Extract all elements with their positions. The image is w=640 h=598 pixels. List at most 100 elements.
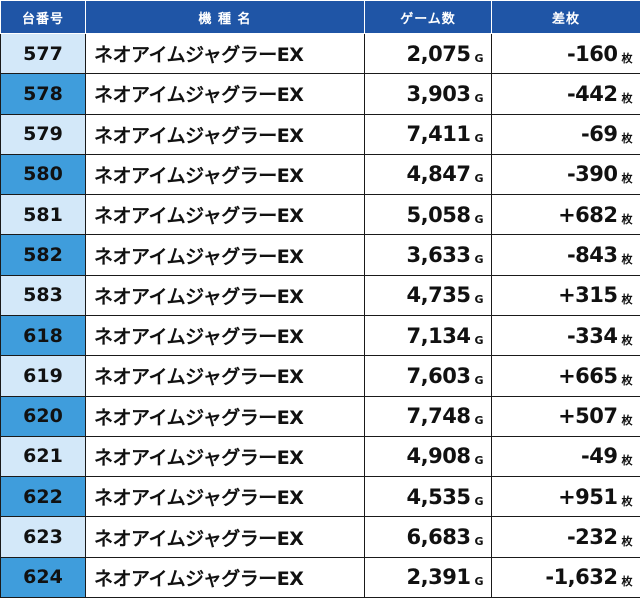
model-name-cell: ネオアイムジャグラーEX bbox=[85, 556, 365, 598]
difference-cell: -69 枚 bbox=[491, 113, 640, 155]
game-count-cell: 4,535 G bbox=[364, 476, 492, 518]
table-row: 621 ネオアイムジャグラーEX 4,908 G -49 枚 bbox=[0, 435, 640, 478]
table-row: 577 ネオアイムジャグラーEX 2,075 G -160 枚 bbox=[0, 32, 640, 75]
model-name-cell: ネオアイムジャグラーEX bbox=[85, 476, 365, 518]
model-name-cell: ネオアイムジャグラーEX bbox=[85, 234, 365, 276]
game-count-cell: 7,748 G bbox=[364, 395, 492, 437]
difference-value: -442 bbox=[566, 81, 618, 106]
game-count-value: 3,903 bbox=[406, 81, 471, 106]
machine-number-cell: 619 bbox=[0, 355, 86, 397]
machine-number-cell: 623 bbox=[0, 516, 86, 558]
game-count-cell: 5,058 G bbox=[364, 194, 492, 236]
difference-cell: +665 枚 bbox=[491, 355, 640, 397]
game-count-value: 7,411 bbox=[406, 122, 471, 147]
game-count-cell: 7,603 G bbox=[364, 355, 492, 397]
difference-cell: -160 枚 bbox=[491, 32, 640, 75]
model-name-cell: ネオアイムジャグラーEX bbox=[85, 153, 365, 196]
difference-value: +951 bbox=[558, 484, 618, 509]
difference-value: -1,632 bbox=[545, 565, 618, 590]
difference-value: -232 bbox=[566, 525, 618, 550]
difference-unit-label: 枚 bbox=[621, 253, 633, 267]
game-count-cell: 4,908 G bbox=[364, 435, 492, 478]
game-count-value: 2,075 bbox=[406, 41, 471, 66]
difference-unit-label: 枚 bbox=[621, 535, 633, 549]
header-row: 台番号 機 種 名 ゲーム数 差枚 bbox=[0, 0, 640, 34]
difference-unit-label: 枚 bbox=[621, 575, 633, 589]
game-count-cell: 7,134 G bbox=[364, 314, 492, 357]
game-count-value: 2,391 bbox=[406, 565, 471, 590]
table-row: 582 ネオアイムジャグラーEX 3,633 G -843 枚 bbox=[0, 234, 640, 276]
game-unit-label: G bbox=[474, 212, 483, 226]
difference-value: -843 bbox=[566, 243, 618, 268]
game-count-cell: 6,683 G bbox=[364, 516, 492, 558]
machine-number-cell: 621 bbox=[0, 435, 86, 478]
machine-number-cell: 583 bbox=[0, 274, 86, 316]
table-row: 619 ネオアイムジャグラーEX 7,603 G +665 枚 bbox=[0, 355, 640, 397]
table-row: 620 ネオアイムジャグラーEX 7,748 G +507 枚 bbox=[0, 395, 640, 437]
difference-unit-label: 枚 bbox=[621, 293, 633, 307]
difference-value: +665 bbox=[558, 363, 618, 388]
difference-unit-label: 枚 bbox=[621, 132, 633, 146]
machine-number-cell: 582 bbox=[0, 234, 86, 276]
table-row: 623 ネオアイムジャグラーEX 6,683 G -232 枚 bbox=[0, 516, 640, 558]
game-count-cell: 4,847 G bbox=[364, 153, 492, 196]
game-count-cell: 3,903 G bbox=[364, 73, 492, 115]
game-count-value: 4,908 bbox=[406, 444, 471, 469]
table-row: 578 ネオアイムジャグラーEX 3,903 G -442 枚 bbox=[0, 73, 640, 115]
table-row: 580 ネオアイムジャグラーEX 4,847 G -390 枚 bbox=[0, 153, 640, 196]
table-row: 583 ネオアイムジャグラーEX 4,735 G +315 枚 bbox=[0, 274, 640, 316]
difference-value: -334 bbox=[566, 323, 618, 348]
machine-number-cell: 577 bbox=[0, 32, 86, 75]
model-name-cell: ネオアイムジャグラーEX bbox=[85, 73, 365, 115]
difference-cell: -1,632 枚 bbox=[491, 556, 640, 598]
game-unit-label: G bbox=[474, 494, 483, 508]
difference-unit-label: 枚 bbox=[621, 91, 633, 105]
game-count-value: 4,735 bbox=[406, 283, 471, 308]
table-row: 581 ネオアイムジャグラーEX 5,058 G +682 枚 bbox=[0, 194, 640, 236]
game-count-cell: 4,735 G bbox=[364, 274, 492, 316]
game-count-value: 3,633 bbox=[406, 243, 471, 268]
machine-number-cell: 620 bbox=[0, 395, 86, 437]
difference-unit-label: 枚 bbox=[621, 51, 633, 65]
game-unit-label: G bbox=[474, 535, 483, 549]
difference-cell: -390 枚 bbox=[491, 153, 640, 196]
table-body: 577 ネオアイムジャグラーEX 2,075 G -160 枚 578 ネオアイムジャグラーE… bbox=[0, 32, 640, 598]
game-count-cell: 7,411 G bbox=[364, 113, 492, 155]
game-unit-label: G bbox=[474, 454, 483, 468]
model-name-cell: ネオアイムジャグラーEX bbox=[85, 395, 365, 437]
game-count-cell: 2,075 G bbox=[364, 32, 492, 75]
difference-cell: -843 枚 bbox=[491, 234, 640, 276]
game-unit-label: G bbox=[474, 414, 483, 428]
model-name-cell: ネオアイムジャグラーEX bbox=[85, 194, 365, 236]
game-unit-label: G bbox=[474, 51, 483, 65]
machine-number-cell: 578 bbox=[0, 73, 86, 115]
game-count-cell: 2,391 G bbox=[364, 556, 492, 598]
machine-number-cell: 618 bbox=[0, 314, 86, 357]
game-count-value: 7,134 bbox=[406, 323, 471, 348]
difference-value: +315 bbox=[558, 283, 618, 308]
game-unit-label: G bbox=[474, 91, 483, 105]
table-row: 579 ネオアイムジャグラーEX 7,411 G -69 枚 bbox=[0, 113, 640, 155]
model-name-cell: ネオアイムジャグラーEX bbox=[85, 274, 365, 316]
model-name-cell: ネオアイムジャグラーEX bbox=[85, 113, 365, 155]
difference-value: -390 bbox=[566, 162, 618, 187]
model-name-cell: ネオアイムジャグラーEX bbox=[85, 355, 365, 397]
difference-cell: +315 枚 bbox=[491, 274, 640, 316]
game-count-value: 7,748 bbox=[406, 404, 471, 429]
table-row: 624 ネオアイムジャグラーEX 2,391 G -1,632 枚 bbox=[0, 556, 640, 598]
game-unit-label: G bbox=[474, 333, 483, 347]
difference-cell: +507 枚 bbox=[491, 395, 640, 437]
machine-number-cell: 579 bbox=[0, 113, 86, 155]
model-name-cell: ネオアイムジャグラーEX bbox=[85, 32, 365, 75]
machine-number-cell: 581 bbox=[0, 194, 86, 236]
game-unit-label: G bbox=[474, 172, 483, 186]
header-diff: 差枚 bbox=[491, 0, 640, 34]
machine-number-cell: 622 bbox=[0, 476, 86, 518]
difference-cell: +682 枚 bbox=[491, 194, 640, 236]
game-count-cell: 3,633 G bbox=[364, 234, 492, 276]
game-count-value: 4,847 bbox=[406, 162, 471, 187]
game-count-value: 4,535 bbox=[406, 484, 471, 509]
difference-unit-label: 枚 bbox=[621, 494, 633, 508]
model-name-cell: ネオアイムジャグラーEX bbox=[85, 435, 365, 478]
